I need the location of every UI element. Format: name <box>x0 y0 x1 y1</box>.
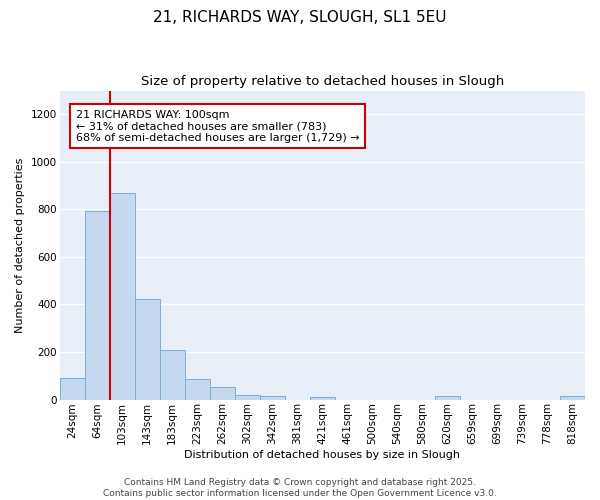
Bar <box>85 211 110 400</box>
Bar <box>160 350 185 400</box>
Bar <box>134 299 160 400</box>
Bar <box>260 396 285 400</box>
Bar <box>235 395 260 400</box>
Bar <box>110 194 134 400</box>
Text: 21 RICHARDS WAY: 100sqm
← 31% of detached houses are smaller (783)
68% of semi-d: 21 RICHARDS WAY: 100sqm ← 31% of detache… <box>76 110 359 143</box>
Y-axis label: Number of detached properties: Number of detached properties <box>15 158 25 332</box>
Bar <box>310 397 335 400</box>
Text: Contains HM Land Registry data © Crown copyright and database right 2025.
Contai: Contains HM Land Registry data © Crown c… <box>103 478 497 498</box>
Bar <box>435 396 460 400</box>
X-axis label: Distribution of detached houses by size in Slough: Distribution of detached houses by size … <box>184 450 460 460</box>
Title: Size of property relative to detached houses in Slough: Size of property relative to detached ho… <box>140 75 504 88</box>
Bar <box>185 379 210 400</box>
Bar <box>560 396 585 400</box>
Bar <box>59 378 85 400</box>
Text: 21, RICHARDS WAY, SLOUGH, SL1 5EU: 21, RICHARDS WAY, SLOUGH, SL1 5EU <box>153 10 447 25</box>
Bar <box>210 387 235 400</box>
